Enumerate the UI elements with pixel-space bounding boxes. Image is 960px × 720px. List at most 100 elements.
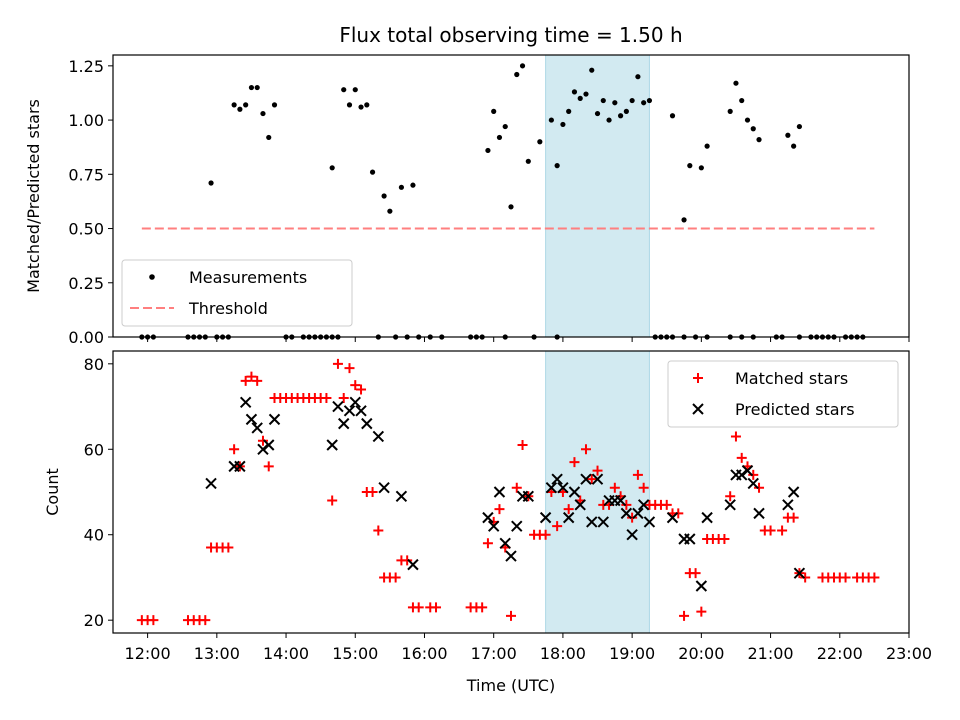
measurement-point: [750, 126, 756, 132]
predicted-stars-point: [724, 499, 736, 511]
measurement-point: [600, 97, 606, 104]
measurement-point: [243, 102, 249, 108]
matched-stars-point: [327, 495, 338, 506]
predicted-stars-point: [793, 567, 806, 579]
measurement-point: [387, 208, 393, 214]
legend: Measurements Threshold: [121, 259, 353, 327]
matched-stars-point: [511, 482, 522, 493]
matched-stars-point: [580, 444, 591, 455]
measurement-point: [606, 117, 612, 123]
measurement-point: [502, 123, 508, 130]
measurement-point: [519, 63, 526, 69]
measurement-point: [727, 108, 733, 114]
predicted-stars-point: [557, 482, 569, 494]
axes-frame: [112, 54, 910, 338]
predicted-stars-point: [597, 516, 609, 528]
measurement-point: [704, 143, 710, 149]
matched-stars-point: [800, 572, 811, 583]
matched-stars-point: [477, 602, 488, 613]
measurement-point: [571, 89, 578, 95]
measurement-point: [646, 97, 653, 104]
matched-stars-point: [229, 444, 240, 455]
matched-stars-point: [240, 375, 251, 386]
x-tick-label: 13:00: [194, 644, 240, 663]
matched-stars-point: [621, 499, 632, 510]
y-tick-label: 20: [84, 611, 104, 630]
predicted-stars-point: [741, 464, 754, 477]
series-matched-stars: [136, 358, 880, 626]
measurement-point: [583, 91, 589, 97]
measurement-point: [525, 158, 531, 164]
predicted-stars-point: [787, 486, 800, 498]
measurement-point: [496, 134, 503, 141]
legend: Matched stars Predicted stars: [667, 360, 899, 428]
matched-stars-point: [257, 435, 268, 446]
matched-stars-point: [840, 572, 851, 583]
matched-stars-point: [344, 363, 355, 374]
matched-stars-point: [627, 512, 638, 523]
measurement-point: [744, 117, 751, 123]
measurement-point: [560, 121, 566, 128]
y-tick-label: 0.75: [68, 165, 104, 184]
y-tick-label: 40: [84, 526, 104, 545]
y-axis-label: Count: [43, 468, 62, 516]
legend-label: Threshold: [188, 299, 268, 318]
predicted-stars-point: [684, 533, 696, 545]
measurement-point: [398, 184, 405, 190]
predicted-stars-point: [551, 473, 563, 485]
predicted-stars-point: [245, 413, 258, 426]
y-tick-label: 0.00: [68, 328, 104, 347]
matched-stars-point: [788, 512, 799, 523]
predicted-stars-point: [205, 477, 217, 490]
predicted-stars-point: [239, 396, 252, 408]
matched-stars-point: [552, 521, 563, 532]
matched-stars-point: [638, 482, 649, 493]
matched-stars-point: [748, 469, 759, 480]
predicted-stars-point: [326, 439, 338, 451]
bottom-panel: 20 40 60 80 12:00 13:00 14:00 15:00 16:00 17:00 18…: [43, 350, 932, 663]
plot-area: [136, 358, 880, 626]
matched-stars-point: [431, 602, 442, 613]
measurement-point: [341, 87, 347, 93]
matched-stars-point: [263, 461, 274, 472]
predicted-stars-point: [499, 537, 511, 549]
matched-stars-point: [609, 482, 620, 493]
measurement-point: [254, 84, 260, 91]
measurement-point: [796, 123, 803, 130]
predicted-stars-point: [701, 511, 713, 524]
measurement-point: [623, 108, 629, 114]
predicted-stars-point: [574, 499, 586, 511]
matched-stars-point: [413, 602, 424, 613]
matched-stars-point: [223, 542, 234, 553]
matched-stars-point: [696, 606, 707, 617]
predicted-stars-point: [637, 499, 650, 511]
matched-stars-point: [482, 538, 493, 549]
matched-stars-point: [765, 525, 776, 536]
measurement-point: [687, 163, 693, 169]
measurement-point: [566, 108, 572, 114]
matched-stars-point: [402, 555, 413, 566]
measurement-point: [554, 163, 560, 169]
matched-stars-point: [200, 615, 211, 626]
measurement-point: [237, 106, 243, 112]
predicted-stars-point: [782, 499, 794, 511]
predicted-stars-point: [626, 529, 638, 541]
predicted-stars-point: [482, 511, 494, 524]
measurement-point: [352, 87, 358, 93]
measurement-point: [364, 102, 370, 108]
measurement-point: [537, 139, 543, 145]
y-tick-label: 1.25: [68, 57, 104, 76]
top-panel: 0.00 0.25 0.50 0.75 1.00 1.25 Matched/Predicte…: [24, 54, 910, 347]
predicted-stars-point: [268, 413, 281, 426]
predicted-stars-point: [372, 430, 385, 443]
x-axis-label: Time (UTC): [466, 676, 555, 695]
predicted-stars-point: [343, 405, 356, 417]
predicted-stars-point: [338, 417, 350, 430]
measurement-point: [681, 217, 687, 223]
matched-stars-point: [356, 384, 367, 395]
matched-stars-point: [390, 572, 401, 583]
matched-stars-point: [332, 358, 343, 369]
predicted-stars-point: [407, 558, 419, 571]
measurement-point: [369, 169, 376, 175]
predicted-stars-point: [643, 516, 656, 528]
